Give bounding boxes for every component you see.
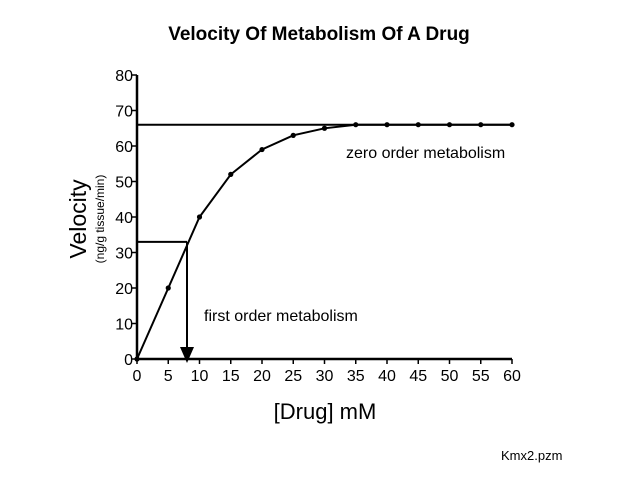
data-point [509,122,515,128]
x-tick-label: 45 [409,368,427,385]
first-order-label: first order metabolism [204,308,358,325]
x-tick-label: 40 [378,368,396,385]
x-tick-label: 25 [284,368,302,385]
x-tick-label: 30 [316,368,334,385]
data-point [165,285,171,291]
data-points [134,122,515,362]
data-point [446,122,453,128]
y-axis-units: (ng/g tissue/min) [93,175,107,264]
x-tick-label: 10 [191,368,209,385]
x-axis-label: [Drug] mM [274,399,377,424]
y-tick-label: 50 [115,175,133,192]
y-tick-label: 80 [115,68,133,85]
chart-title: Velocity Of Metabolism Of A Drug [168,24,470,45]
km-arrow-head [180,347,194,363]
y-tick-label: 40 [115,210,133,227]
data-point [478,122,484,128]
x-tick-label: 0 [133,368,142,385]
x-tick-label: 5 [164,368,173,385]
x-tick-label: 50 [441,368,459,385]
data-point [228,171,234,177]
data-point [134,356,140,362]
data-point [353,122,359,128]
source-label: Kmx2.pzm [501,448,562,463]
data-point [290,132,296,138]
y-tick-label: 60 [115,139,133,156]
x-tick-label: 60 [503,368,521,385]
y-tick-label: 0 [124,352,133,369]
y-axis-label: Velocity [65,179,91,259]
data-point [384,122,390,128]
y-tick-label: 10 [115,317,133,334]
data-point [196,214,203,220]
y-tick-labels: 0 10 20 30 40 50 60 70 80 [115,68,133,369]
data-point [259,146,265,153]
y-tick-label: 30 [115,246,133,263]
x-tick-label: 20 [253,368,271,385]
x-tick-label: 35 [347,368,365,385]
plot-area: 0 5 10 15 20 25 30 35 40 45 50 55 60 0 10 20 30 40 50 60 70… [115,68,521,385]
axes [132,74,513,364]
x-tick-label: 55 [472,368,490,385]
data-point [415,122,421,128]
zero-order-label: zero order metabolism [346,145,505,162]
x-tick-label: 15 [222,368,240,385]
y-tick-label: 70 [115,104,133,121]
data-point [321,125,328,131]
y-tick-label: 20 [115,281,133,298]
x-tick-labels: 0 5 10 15 20 25 30 35 40 45 50 55 60 [133,368,521,385]
